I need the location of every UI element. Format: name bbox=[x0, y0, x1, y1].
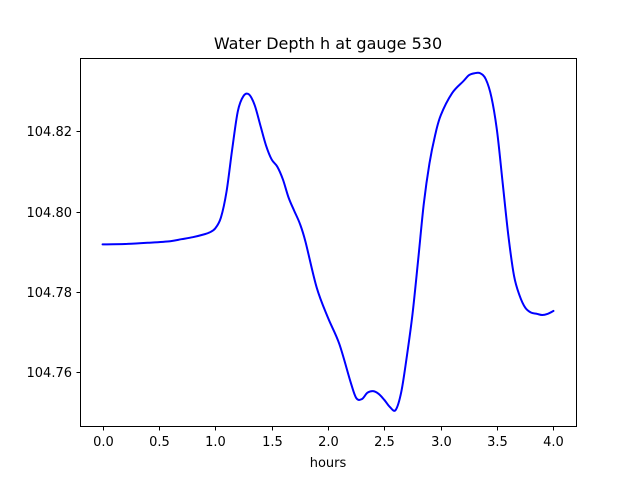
x-tick-label: 1.0 bbox=[205, 435, 226, 450]
x-tick-label: 0.5 bbox=[149, 435, 170, 450]
y-tick-label: 104.76 bbox=[27, 366, 73, 381]
x-tick-label: 4.0 bbox=[543, 435, 564, 450]
x-axis-ticks: 0.0 0.5 1.0 1.5 2.0 2.5 3.0 3.5 4.0 bbox=[93, 426, 564, 450]
chart-title: Water Depth h at gauge 530 bbox=[214, 34, 442, 53]
axes-frame bbox=[80, 58, 577, 427]
y-tick-label: 104.80 bbox=[27, 206, 73, 221]
x-tick-label: 1.5 bbox=[262, 435, 283, 450]
x-tick-label: 2.5 bbox=[374, 435, 395, 450]
y-tick-label: 104.82 bbox=[27, 125, 73, 140]
x-tick-label: 3.0 bbox=[431, 435, 452, 450]
x-tick-label: 3.5 bbox=[487, 435, 508, 450]
x-axis-label: hours bbox=[310, 456, 347, 471]
series-line bbox=[101, 71, 555, 412]
x-tick-label: 2.0 bbox=[318, 435, 339, 450]
y-axis-ticks: 104.76 104.78 104.80 104.82 bbox=[27, 125, 81, 381]
x-tick-label: 0.0 bbox=[93, 435, 114, 450]
plot-area bbox=[101, 71, 555, 412]
y-tick-label: 104.78 bbox=[27, 286, 73, 301]
